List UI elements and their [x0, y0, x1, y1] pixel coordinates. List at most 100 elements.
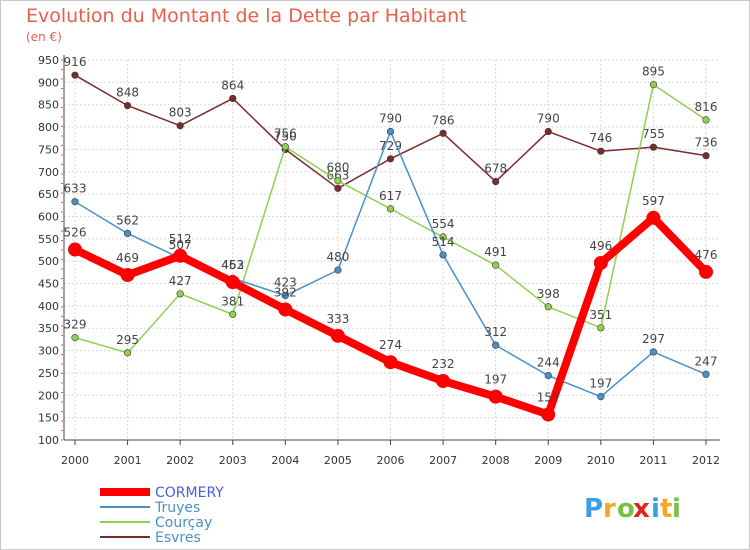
data-point-esvres — [544, 127, 552, 136]
data-label-truyes: 247 — [695, 354, 718, 368]
data-label-esvres: 729 — [379, 139, 402, 153]
data-point-couray — [649, 80, 658, 89]
data-point-couray — [334, 177, 342, 185]
data-label-cormery: 274 — [379, 338, 402, 352]
data-point-truyes — [492, 341, 500, 349]
y-tick-label: 100 — [38, 434, 59, 447]
x-tick-label: 2011 — [639, 454, 667, 467]
brand-letter: x — [633, 494, 650, 524]
data-label-esvres: 755 — [642, 127, 665, 141]
x-tick-label: 2010 — [587, 454, 615, 467]
data-point-truyes — [597, 393, 605, 401]
data-label-esvres: 786 — [432, 113, 455, 127]
data-label-esvres: 678 — [484, 162, 507, 176]
data-label-truyes: 462 — [221, 258, 244, 272]
data-point-cormery — [383, 355, 398, 370]
y-tick-label: 250 — [38, 367, 59, 380]
series-cormery: 526 469 512 453 392 333 274 232 197 157 496 597 476 — [64, 194, 717, 422]
x-tick-label: 2008 — [482, 454, 510, 467]
data-point-truyes — [281, 292, 289, 300]
axes: 100 150 200 250 300 350 400 450 500 550 600 650 700 7… — [38, 54, 720, 467]
data-label-cormery: 512 — [169, 232, 192, 246]
y-tick-label: 850 — [38, 99, 59, 112]
data-point-esvres — [229, 94, 237, 103]
data-label-cormery: 392 — [274, 285, 297, 299]
y-tick-label: 950 — [38, 54, 59, 67]
data-label-esvres: 750 — [274, 129, 297, 143]
data-label-couray: 756 — [274, 127, 297, 141]
data-point-cormery — [646, 210, 661, 225]
data-point-esvres — [386, 155, 395, 163]
data-point-truyes — [71, 198, 79, 206]
data-label-esvres: 663 — [326, 168, 349, 182]
data-label-couray: 895 — [642, 65, 665, 79]
y-tick-label: 200 — [38, 389, 59, 402]
data-label-esvres: 803 — [169, 106, 192, 120]
data-label-truyes: 197 — [589, 377, 612, 391]
data-label-cormery: 333 — [326, 312, 349, 326]
data-label-esvres: 848 — [116, 86, 139, 100]
data-point-truyes — [544, 372, 552, 380]
data-label-truyes: 514 — [432, 235, 455, 249]
data-point-cormery — [593, 255, 608, 270]
data-point-esvres — [439, 129, 447, 137]
data-point-cormery — [541, 407, 556, 422]
data-label-esvres: 864 — [221, 78, 244, 92]
data-label-truyes: 297 — [642, 332, 665, 346]
x-tick-label: 2000 — [61, 454, 89, 467]
legend-label-truyes: Truyes — [154, 500, 200, 516]
y-tick-label: 450 — [38, 278, 59, 291]
data-label-couray: 398 — [537, 287, 560, 301]
brand-letter: o — [617, 494, 635, 524]
data-point-truyes — [123, 229, 132, 238]
data-point-cormery — [120, 268, 135, 283]
data-label-truyes: 480 — [326, 250, 349, 264]
y-tick-label: 350 — [38, 322, 59, 335]
data-point-truyes — [702, 370, 710, 378]
brand-letter: r — [603, 494, 616, 524]
y-tick-label: 500 — [38, 255, 59, 268]
data-label-couray: 295 — [116, 333, 139, 347]
data-point-couray — [176, 290, 184, 298]
data-label-couray: 816 — [695, 100, 718, 114]
brand-letter: i — [651, 494, 660, 524]
x-tick-label: 2006 — [377, 454, 405, 467]
data-label-couray: 617 — [379, 189, 402, 203]
y-tick-label: 600 — [38, 210, 59, 223]
y-tick-label: 300 — [38, 345, 59, 358]
legend-label-cormery: CORMERY — [155, 485, 224, 501]
y-tick-label: 400 — [38, 300, 59, 313]
data-label-couray: 381 — [221, 294, 244, 308]
data-point-esvres — [123, 101, 132, 110]
data-point-cormery — [699, 264, 713, 279]
data-label-cormery: 453 — [221, 258, 244, 272]
data-label-esvres: 736 — [695, 136, 718, 150]
data-label-esvres: 916 — [64, 55, 87, 69]
data-label-couray: 329 — [64, 318, 87, 332]
data-point-esvres — [71, 71, 79, 79]
data-point-truyes — [649, 348, 658, 356]
data-point-esvres — [597, 147, 605, 155]
y-tick-label: 800 — [38, 121, 59, 134]
data-label-truyes: 244 — [537, 356, 560, 370]
data-label-couray: 351 — [589, 308, 612, 322]
data-point-couray — [281, 143, 289, 151]
series-esvres: 916 848 803 864 750 663 729 786 678 790 746 755 736 — [64, 55, 718, 192]
data-point-cormery — [173, 248, 188, 263]
data-label-couray: 427 — [169, 274, 192, 288]
data-point-esvres — [649, 143, 658, 151]
data-point-couray — [544, 303, 552, 311]
data-point-cormery — [278, 302, 293, 317]
x-tick-label: 2001 — [114, 454, 142, 467]
data-point-cormery — [225, 275, 240, 290]
y-tick-label: 550 — [38, 233, 59, 246]
data-label-couray: 491 — [484, 245, 507, 259]
data-point-cormery — [436, 373, 451, 388]
legend-label-couray: Courçay — [155, 515, 212, 531]
data-point-couray — [597, 324, 605, 332]
data-point-esvres — [492, 178, 500, 186]
data-label-cormery: 469 — [116, 251, 139, 265]
data-point-couray — [492, 261, 500, 269]
data-point-couray — [123, 349, 132, 357]
